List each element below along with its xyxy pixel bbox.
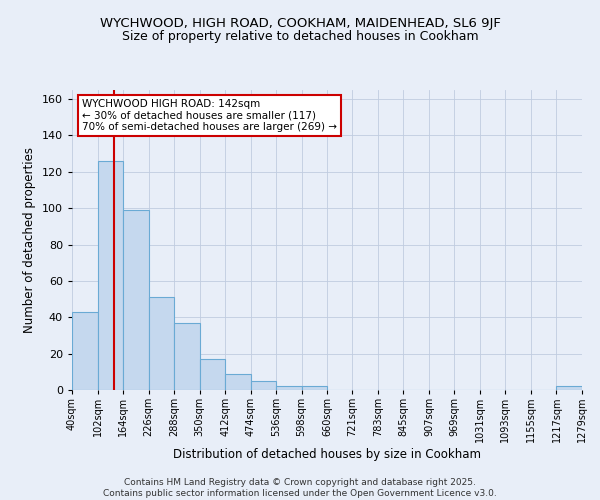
- Bar: [302, 386, 327, 390]
- Bar: [556, 386, 582, 390]
- Bar: [174, 322, 200, 390]
- Text: Contains HM Land Registry data © Crown copyright and database right 2025.
Contai: Contains HM Land Registry data © Crown c…: [103, 478, 497, 498]
- Bar: [98, 161, 123, 390]
- Bar: [251, 381, 276, 390]
- Text: WYCHWOOD, HIGH ROAD, COOKHAM, MAIDENHEAD, SL6 9JF: WYCHWOOD, HIGH ROAD, COOKHAM, MAIDENHEAD…: [100, 18, 500, 30]
- Bar: [276, 386, 302, 390]
- Bar: [225, 374, 251, 390]
- Bar: [72, 312, 98, 390]
- Text: WYCHWOOD HIGH ROAD: 142sqm
← 30% of detached houses are smaller (117)
70% of sem: WYCHWOOD HIGH ROAD: 142sqm ← 30% of deta…: [82, 99, 337, 132]
- X-axis label: Distribution of detached houses by size in Cookham: Distribution of detached houses by size …: [173, 448, 481, 461]
- Y-axis label: Number of detached properties: Number of detached properties: [23, 147, 36, 333]
- Bar: [149, 298, 174, 390]
- Text: Size of property relative to detached houses in Cookham: Size of property relative to detached ho…: [122, 30, 478, 43]
- Bar: [123, 210, 149, 390]
- Bar: [200, 359, 225, 390]
